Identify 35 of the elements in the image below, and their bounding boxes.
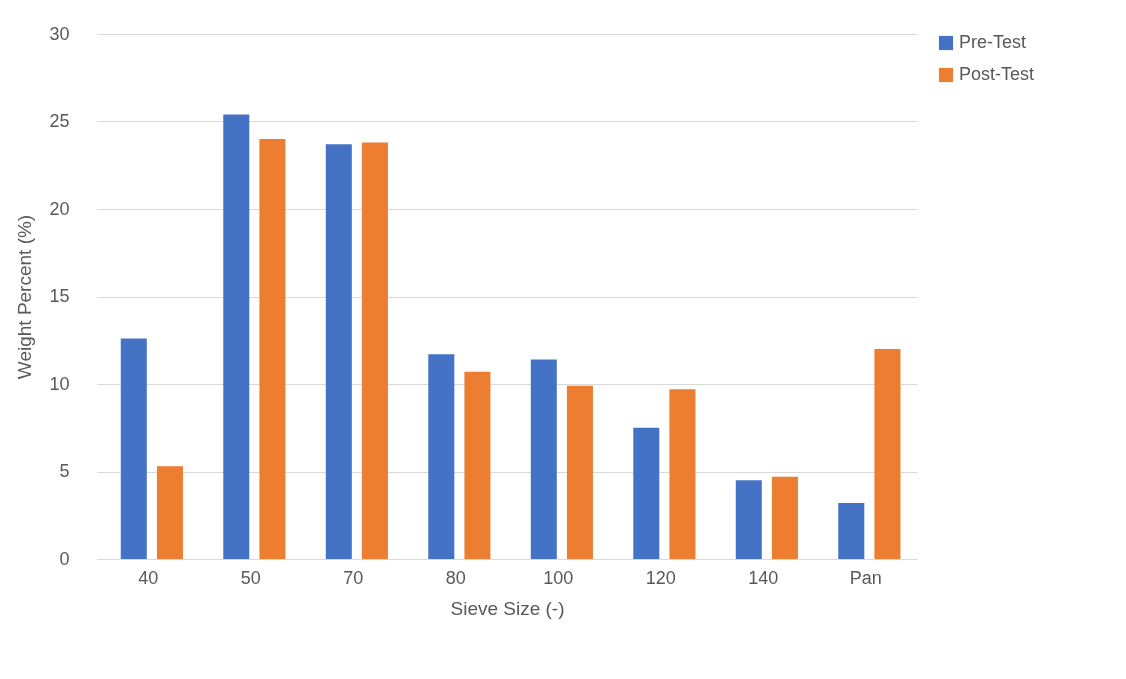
- bar: [259, 139, 286, 559]
- y-tick-label: 10: [49, 373, 70, 394]
- y-tick-label: 25: [49, 111, 70, 131]
- bar: [669, 389, 696, 559]
- bar: [530, 359, 557, 559]
- bar: [838, 503, 865, 559]
- bar: [156, 466, 183, 559]
- y-tick-label: 15: [49, 286, 70, 306]
- y-axis-title: Weight Percent (%): [14, 214, 36, 380]
- y-tick-label: 5: [59, 461, 70, 481]
- legend-label: Pre-Test: [959, 32, 1027, 52]
- bar: [566, 385, 593, 559]
- bar: [771, 476, 798, 559]
- x-tick-label: 70: [343, 567, 364, 588]
- bar: [325, 144, 352, 559]
- x-tick-label: 100: [543, 567, 574, 588]
- bar: [223, 114, 250, 559]
- y-tick-label: 20: [49, 198, 70, 219]
- bar: [120, 338, 147, 559]
- bar: [428, 354, 455, 559]
- x-tick-label: 120: [645, 567, 676, 588]
- x-tick-label: 40: [138, 567, 159, 588]
- bar: [361, 142, 388, 559]
- bar: [633, 427, 660, 559]
- x-tick-label: Pan: [849, 567, 882, 588]
- bar: [735, 480, 762, 559]
- y-tick-label: 0: [59, 548, 70, 569]
- x-axis-title: Sieve Size (-): [450, 597, 565, 619]
- x-tick-label: 140: [748, 567, 779, 588]
- y-tick-label: 30: [49, 23, 70, 44]
- bar: [464, 371, 491, 559]
- x-tick-label: 50: [240, 567, 261, 588]
- bar: [874, 349, 901, 559]
- x-tick-label: 80: [445, 567, 466, 588]
- legend-label: Post-Test: [959, 64, 1035, 84]
